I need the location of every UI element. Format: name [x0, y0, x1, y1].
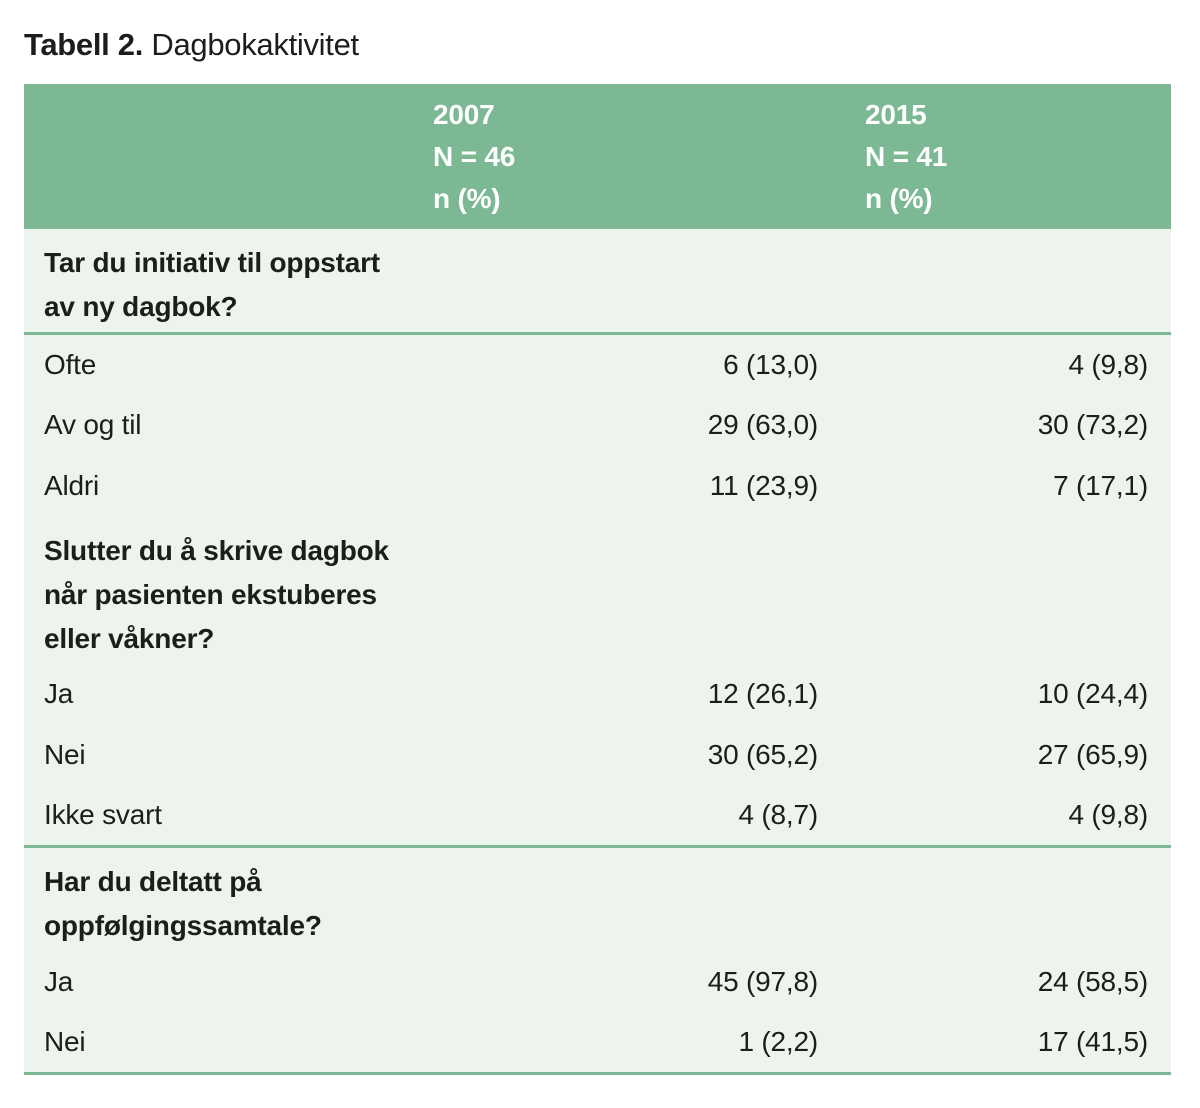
- row-label: Ja: [24, 663, 410, 725]
- header-2015-n: N = 41: [865, 141, 948, 172]
- value-2015: 27 (65,9): [842, 724, 1171, 786]
- value-2015: 17 (41,5): [842, 1012, 1171, 1075]
- question-cell: Har du deltatt på oppfølgingssamtale?: [24, 846, 1171, 951]
- value-2015: 4 (9,8): [842, 333, 1171, 395]
- question-line: Tar du initiativ til oppstart: [44, 247, 380, 278]
- header-2007-npct: n (%): [433, 183, 501, 214]
- value-2015: 4 (9,8): [842, 785, 1171, 848]
- header-2015-npct: n (%): [865, 183, 933, 214]
- question-line: oppfølgingssamtale?: [44, 910, 322, 941]
- row-label: Aldri: [24, 455, 410, 517]
- value-2007: 4 (8,7): [410, 785, 842, 848]
- table-caption-text: Dagbokaktivitet: [151, 27, 359, 62]
- data-row: Nei 30 (65,2) 27 (65,9): [24, 724, 1171, 786]
- question-line: Har du deltatt på: [44, 866, 262, 897]
- header-2015: 2015 N = 41 n (%): [842, 84, 1171, 229]
- value-2015: 7 (17,1): [842, 455, 1171, 517]
- data-row: Ikke svart 4 (8,7) 4 (9,8): [24, 785, 1171, 848]
- value-2007: 45 (97,8): [410, 951, 842, 1012]
- value-2015: 30 (73,2): [842, 394, 1171, 456]
- table-caption: Tabell 2. Dagbokaktivitet: [24, 26, 1200, 64]
- question-row: Slutter du å skrive dagbok når pasienten …: [24, 516, 1171, 664]
- value-2007: 29 (63,0): [410, 394, 842, 456]
- question-line: når pasienten ekstuberes: [44, 578, 377, 610]
- data-row: Ja 12 (26,1) 10 (24,4): [24, 663, 1171, 725]
- value-2007: 6 (13,0): [410, 333, 842, 395]
- question-line: av ny dagbok?: [44, 291, 238, 322]
- question-line: eller våkner?: [44, 622, 215, 654]
- value-2007: 11 (23,9): [410, 455, 842, 517]
- header-2015-year: 2015: [865, 99, 927, 130]
- row-label: Ikke svart: [24, 785, 410, 848]
- value-2007: 1 (2,2): [410, 1012, 842, 1075]
- header-empty-cell: [24, 84, 410, 229]
- value-2015: 10 (24,4): [842, 663, 1171, 725]
- header-2007-year: 2007: [433, 99, 495, 130]
- dagbokaktivitet-table: 2007 N = 46 n (%) 2015 N = 41 n (%) Tar …: [24, 84, 1171, 1075]
- question-cell: Tar du initiativ til oppstart av ny dagbo…: [24, 229, 1171, 335]
- value-2007: 30 (65,2): [410, 724, 842, 786]
- header-2007-n: N = 46: [433, 141, 516, 172]
- question-line: Slutter du å skrive dagbok: [44, 534, 389, 566]
- header-row: 2007 N = 46 n (%) 2015 N = 41 n (%): [24, 84, 1171, 229]
- value-2015: 24 (58,5): [842, 951, 1171, 1012]
- question-row: Har du deltatt på oppfølgingssamtale?: [24, 846, 1171, 951]
- row-label: Ja: [24, 951, 410, 1012]
- row-label: Av og til: [24, 394, 410, 456]
- question-row: Tar du initiativ til oppstart av ny dagbo…: [24, 229, 1171, 335]
- data-row: Av og til 29 (63,0) 30 (73,2): [24, 394, 1171, 456]
- data-row: Aldri 11 (23,9) 7 (17,1): [24, 455, 1171, 517]
- row-label: Nei: [24, 1012, 410, 1075]
- row-label: Ofte: [24, 333, 410, 395]
- data-row: Ofte 6 (13,0) 4 (9,8): [24, 333, 1171, 395]
- table-caption-number: Tabell 2.: [24, 27, 144, 62]
- header-2007: 2007 N = 46 n (%): [410, 84, 842, 229]
- data-row: Nei 1 (2,2) 17 (41,5): [24, 1012, 1171, 1075]
- question-cell: Slutter du å skrive dagbok når pasienten …: [24, 516, 1171, 664]
- value-2007: 12 (26,1): [410, 663, 842, 725]
- row-label: Nei: [24, 724, 410, 786]
- data-row: Ja 45 (97,8) 24 (58,5): [24, 951, 1171, 1012]
